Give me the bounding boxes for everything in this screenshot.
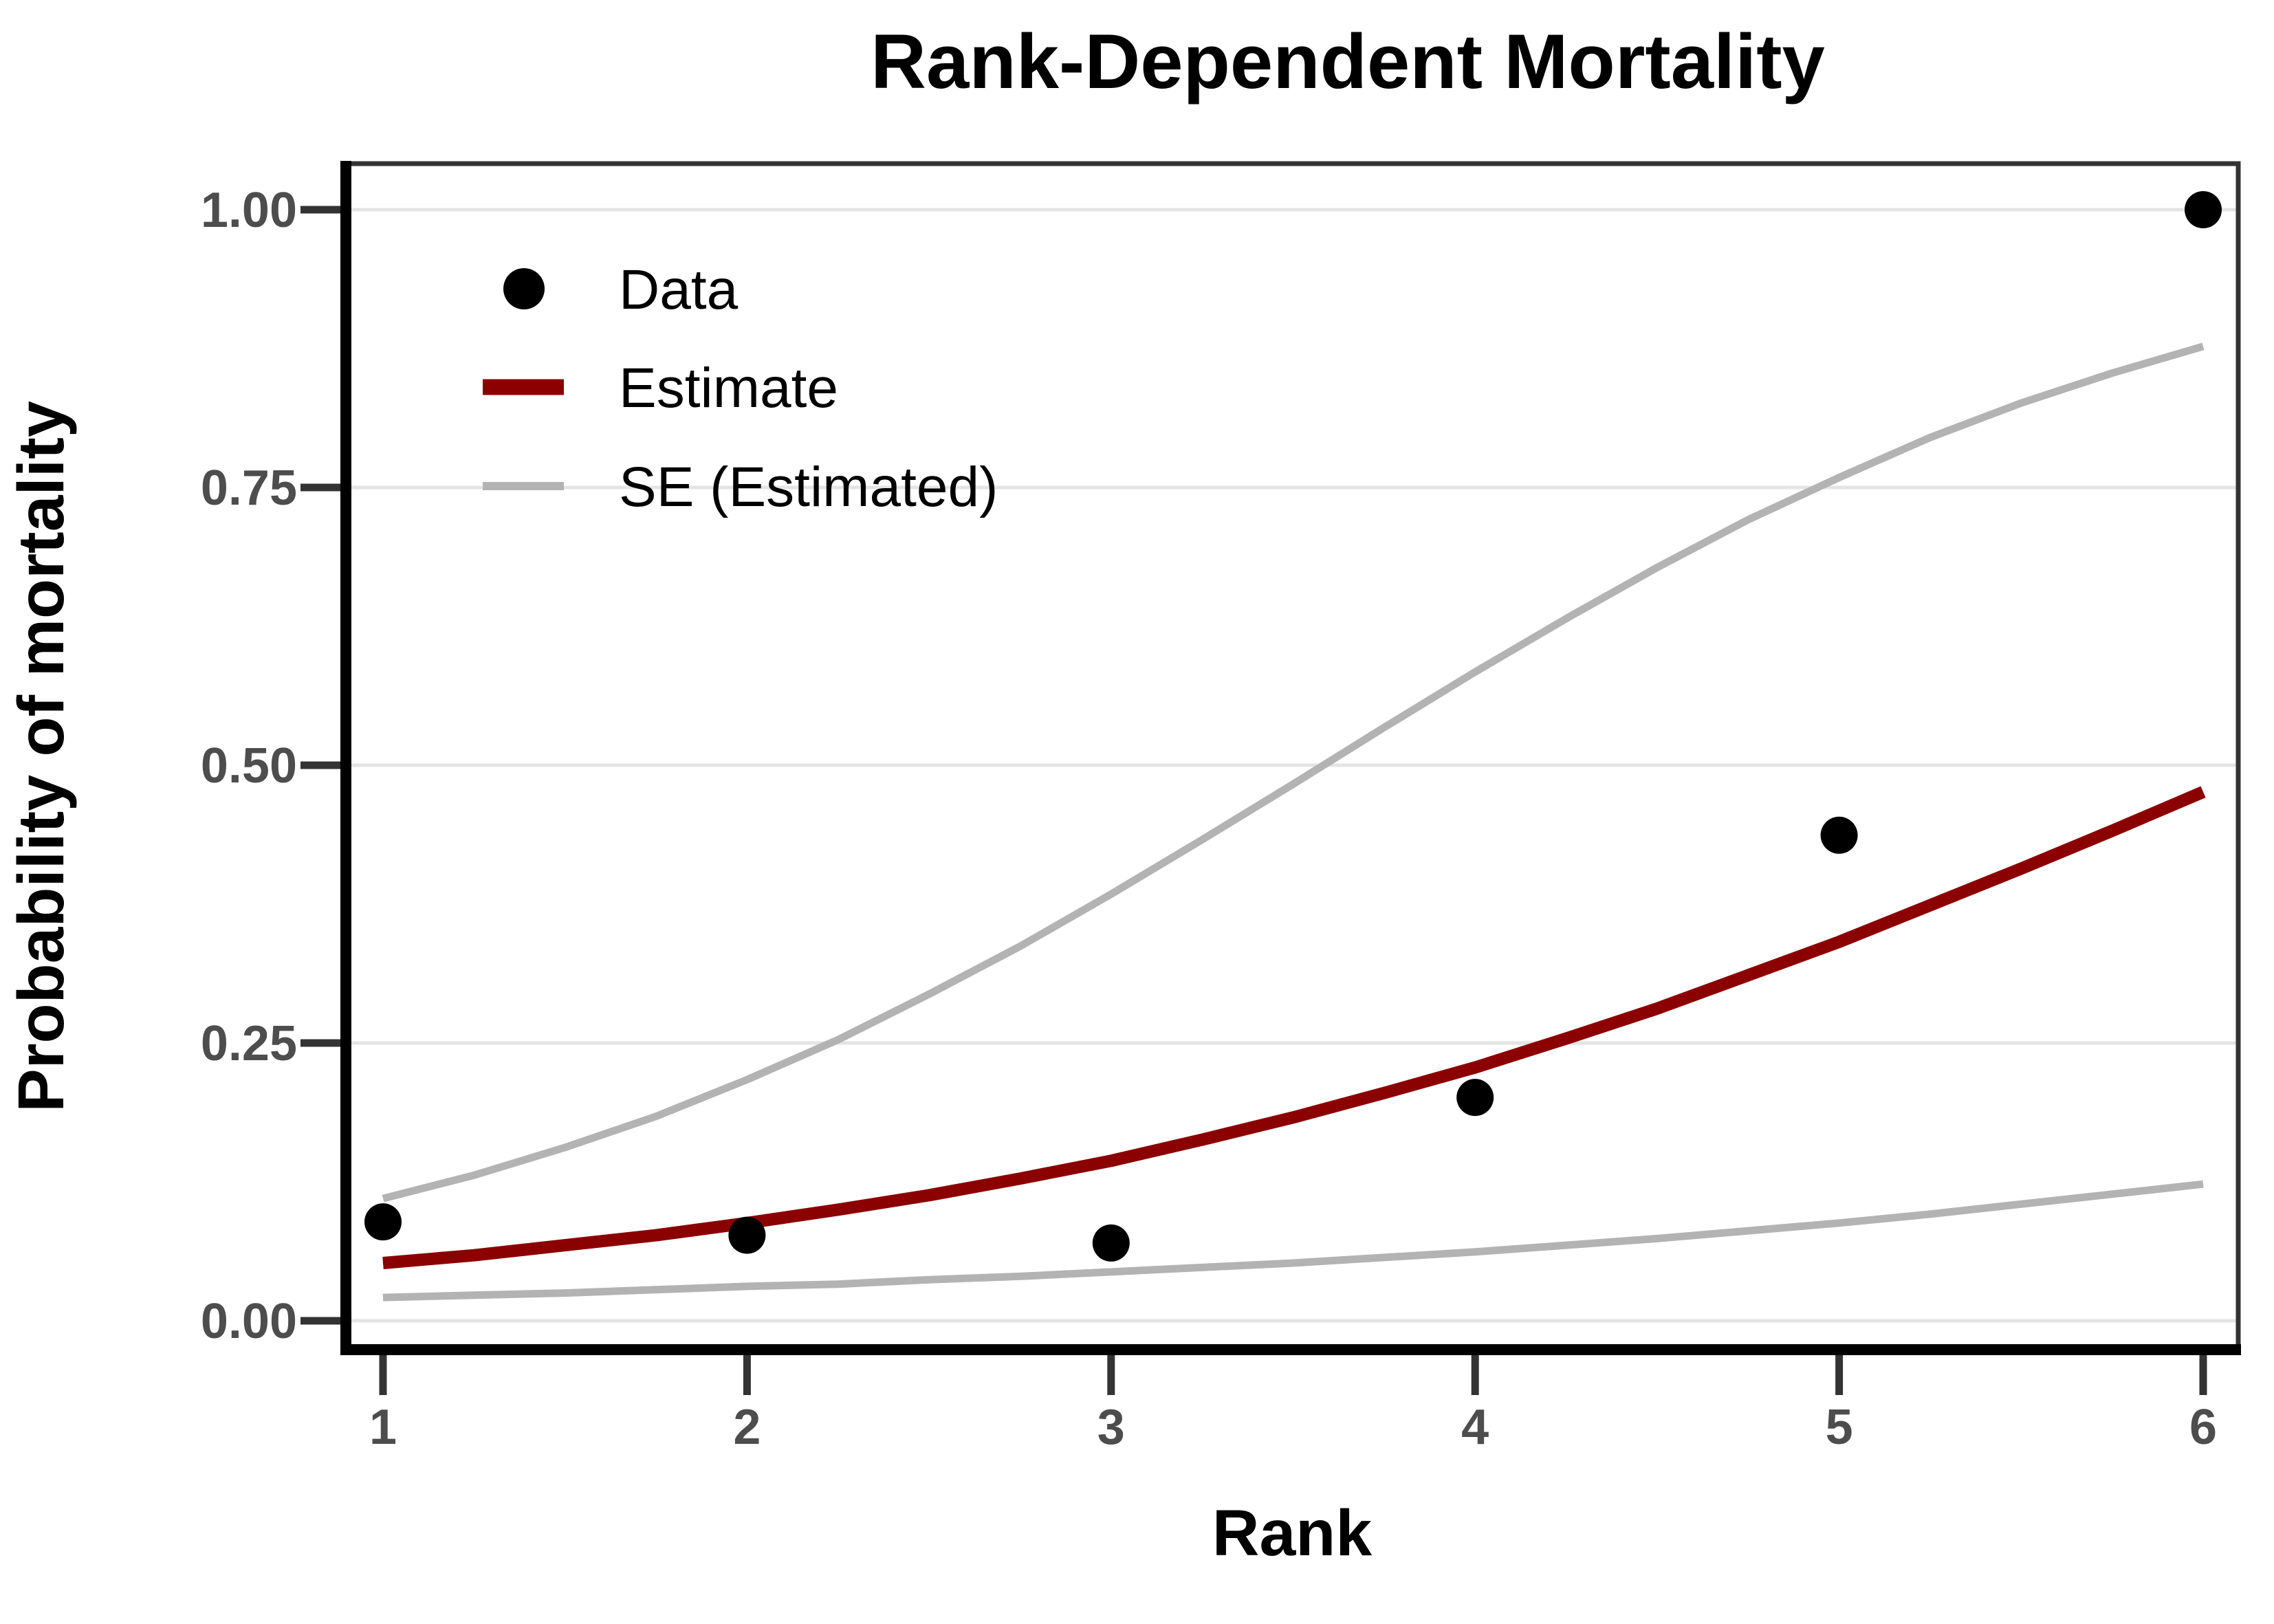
legend-label: Estimate bbox=[619, 357, 838, 419]
legend-label: Data bbox=[619, 259, 739, 321]
x-tick-label-5: 5 bbox=[1826, 1400, 1853, 1455]
x-tick-label-4: 4 bbox=[1461, 1400, 1489, 1455]
legend-item-se-estimated: SE (Estimated) bbox=[483, 456, 998, 518]
data-point-rank-5 bbox=[1820, 816, 1858, 854]
data-point-rank-3 bbox=[1092, 1224, 1130, 1262]
x-tick-label-1: 1 bbox=[369, 1400, 397, 1455]
legend-item-estimate: Estimate bbox=[483, 357, 838, 419]
data-point-rank-4 bbox=[1456, 1079, 1494, 1117]
legend-point-swatch bbox=[503, 268, 545, 309]
x-tick-label-2: 2 bbox=[733, 1400, 761, 1455]
legend-line-swatch bbox=[483, 482, 564, 490]
y-tick-label-1.00: 1.00 bbox=[201, 183, 297, 238]
legend-label: SE (Estimated) bbox=[619, 456, 998, 518]
y-axis-title: Probability of mortality bbox=[5, 401, 78, 1112]
se-lower-line bbox=[382, 1180, 2204, 1302]
x-tick-label-3: 3 bbox=[1097, 1400, 1125, 1455]
x-axis-title: Rank bbox=[1212, 1497, 1372, 1570]
y-tick-label-0.75: 0.75 bbox=[201, 461, 297, 516]
panel-background bbox=[346, 164, 2238, 1350]
data-point-rank-1 bbox=[364, 1203, 402, 1241]
data-point-rank-2 bbox=[728, 1216, 766, 1254]
legend-line-swatch bbox=[483, 379, 564, 395]
y-tick-label-0.50: 0.50 bbox=[201, 738, 297, 793]
x-tick-label-6: 6 bbox=[2189, 1400, 2217, 1455]
chart-title: Rank-Dependent Mortality bbox=[871, 19, 1825, 105]
y-tick-label-0.25: 0.25 bbox=[201, 1016, 297, 1071]
data-point-rank-6 bbox=[2185, 191, 2222, 228]
y-tick-label-0.00: 0.00 bbox=[201, 1294, 297, 1349]
legend: Data Estimate SE (Estimated) bbox=[483, 259, 998, 518]
estimate-line bbox=[382, 786, 2206, 1269]
se-upper-line bbox=[382, 342, 2205, 1203]
legend-item-data: Data bbox=[503, 259, 739, 321]
